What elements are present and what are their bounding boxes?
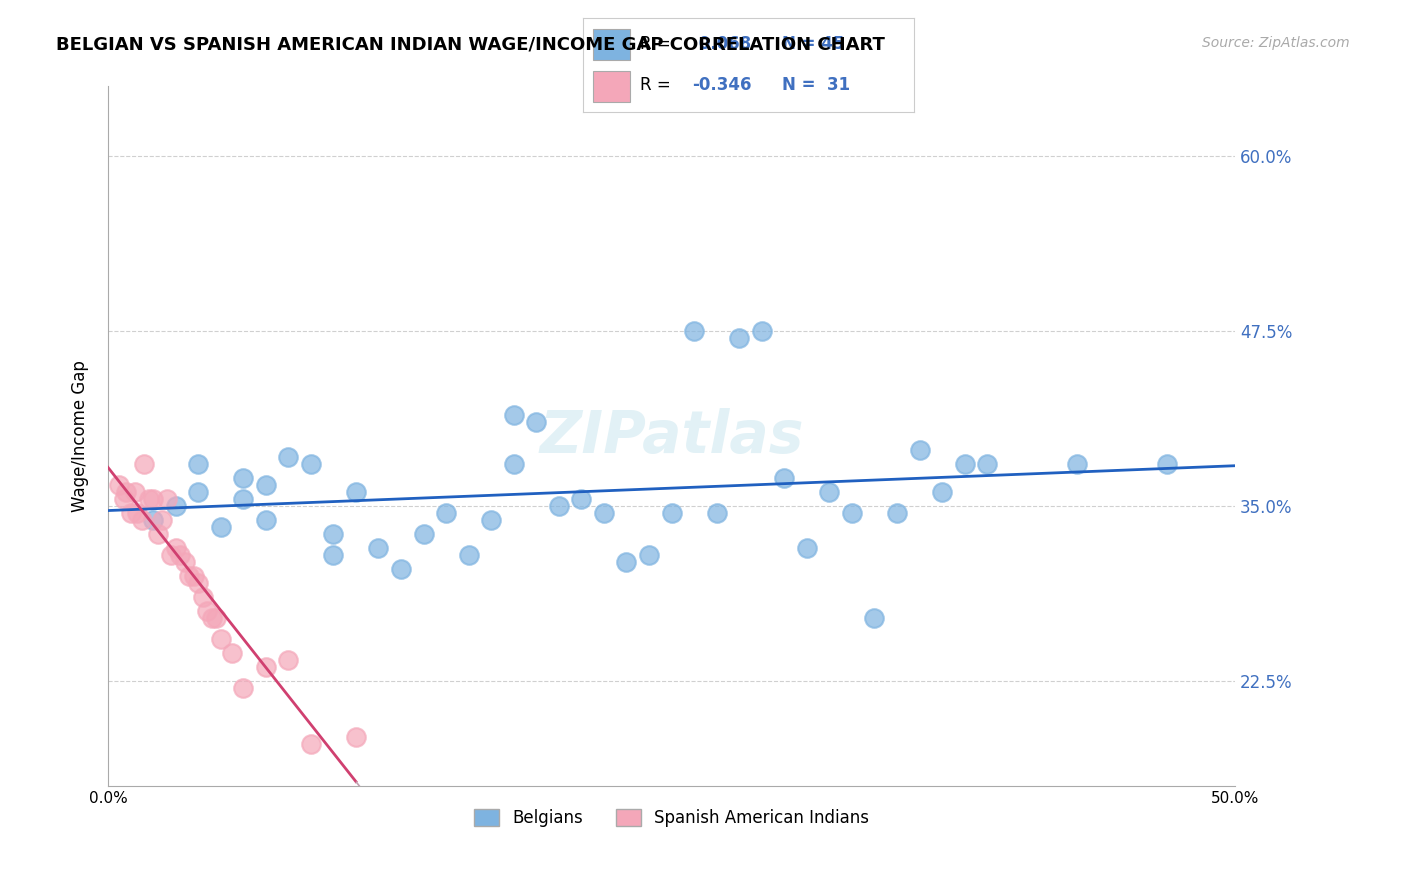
- Point: [389, 562, 412, 576]
- Point: [112, 491, 135, 506]
- Point: [142, 491, 165, 506]
- Point: [187, 457, 209, 471]
- Point: [569, 491, 592, 506]
- Point: [183, 569, 205, 583]
- Point: [322, 527, 344, 541]
- Text: N =  31: N = 31: [782, 77, 849, 95]
- Point: [863, 611, 886, 625]
- Point: [818, 485, 841, 500]
- Point: [367, 541, 389, 555]
- Text: 0.068: 0.068: [693, 35, 751, 53]
- Point: [165, 499, 187, 513]
- Point: [165, 541, 187, 555]
- Point: [150, 513, 173, 527]
- Point: [524, 415, 547, 429]
- Y-axis label: Wage/Income Gap: Wage/Income Gap: [72, 360, 89, 512]
- Point: [1156, 457, 1178, 471]
- Point: [195, 604, 218, 618]
- Point: [160, 548, 183, 562]
- Point: [796, 541, 818, 555]
- Point: [773, 471, 796, 485]
- Point: [706, 506, 728, 520]
- Point: [344, 485, 367, 500]
- Point: [683, 324, 706, 338]
- Point: [146, 527, 169, 541]
- Text: N = 45: N = 45: [782, 35, 844, 53]
- Point: [254, 513, 277, 527]
- Point: [661, 506, 683, 520]
- Point: [277, 653, 299, 667]
- Point: [322, 548, 344, 562]
- Point: [886, 506, 908, 520]
- Point: [299, 737, 322, 751]
- Point: [976, 457, 998, 471]
- Point: [132, 457, 155, 471]
- Point: [616, 555, 638, 569]
- Point: [502, 457, 524, 471]
- Point: [131, 513, 153, 527]
- Point: [434, 506, 457, 520]
- Point: [457, 548, 479, 562]
- Point: [221, 646, 243, 660]
- Point: [232, 491, 254, 506]
- Point: [120, 506, 142, 520]
- Text: R =: R =: [640, 77, 676, 95]
- Point: [1066, 457, 1088, 471]
- Point: [638, 548, 661, 562]
- Point: [201, 611, 224, 625]
- Point: [108, 478, 131, 492]
- FancyBboxPatch shape: [593, 71, 630, 103]
- Text: ZIPatlas: ZIPatlas: [540, 408, 804, 465]
- Point: [277, 450, 299, 464]
- Text: -0.346: -0.346: [693, 77, 752, 95]
- Point: [155, 491, 177, 506]
- Point: [142, 513, 165, 527]
- Point: [344, 730, 367, 744]
- Point: [191, 590, 214, 604]
- Point: [547, 499, 569, 513]
- Point: [254, 660, 277, 674]
- Point: [751, 324, 773, 338]
- FancyBboxPatch shape: [593, 29, 630, 60]
- Point: [124, 485, 146, 500]
- Legend: Belgians, Spanish American Indians: Belgians, Spanish American Indians: [467, 802, 876, 833]
- Point: [173, 555, 195, 569]
- Point: [138, 491, 160, 506]
- Text: BELGIAN VS SPANISH AMERICAN INDIAN WAGE/INCOME GAP CORRELATION CHART: BELGIAN VS SPANISH AMERICAN INDIAN WAGE/…: [56, 36, 886, 54]
- Point: [254, 478, 277, 492]
- Point: [728, 331, 751, 345]
- Text: Source: ZipAtlas.com: Source: ZipAtlas.com: [1202, 36, 1350, 50]
- Point: [479, 513, 502, 527]
- Point: [299, 457, 322, 471]
- Point: [187, 485, 209, 500]
- Point: [209, 632, 232, 646]
- Point: [593, 506, 616, 520]
- Point: [953, 457, 976, 471]
- Point: [205, 611, 228, 625]
- Point: [232, 471, 254, 485]
- Point: [841, 506, 863, 520]
- Point: [115, 485, 138, 500]
- Point: [187, 576, 209, 591]
- Point: [232, 681, 254, 695]
- Text: R =: R =: [640, 35, 676, 53]
- Point: [502, 408, 524, 422]
- Point: [127, 506, 149, 520]
- Point: [169, 548, 191, 562]
- Point: [179, 569, 201, 583]
- Point: [209, 520, 232, 534]
- Point: [412, 527, 434, 541]
- Point: [908, 443, 931, 458]
- Point: [931, 485, 953, 500]
